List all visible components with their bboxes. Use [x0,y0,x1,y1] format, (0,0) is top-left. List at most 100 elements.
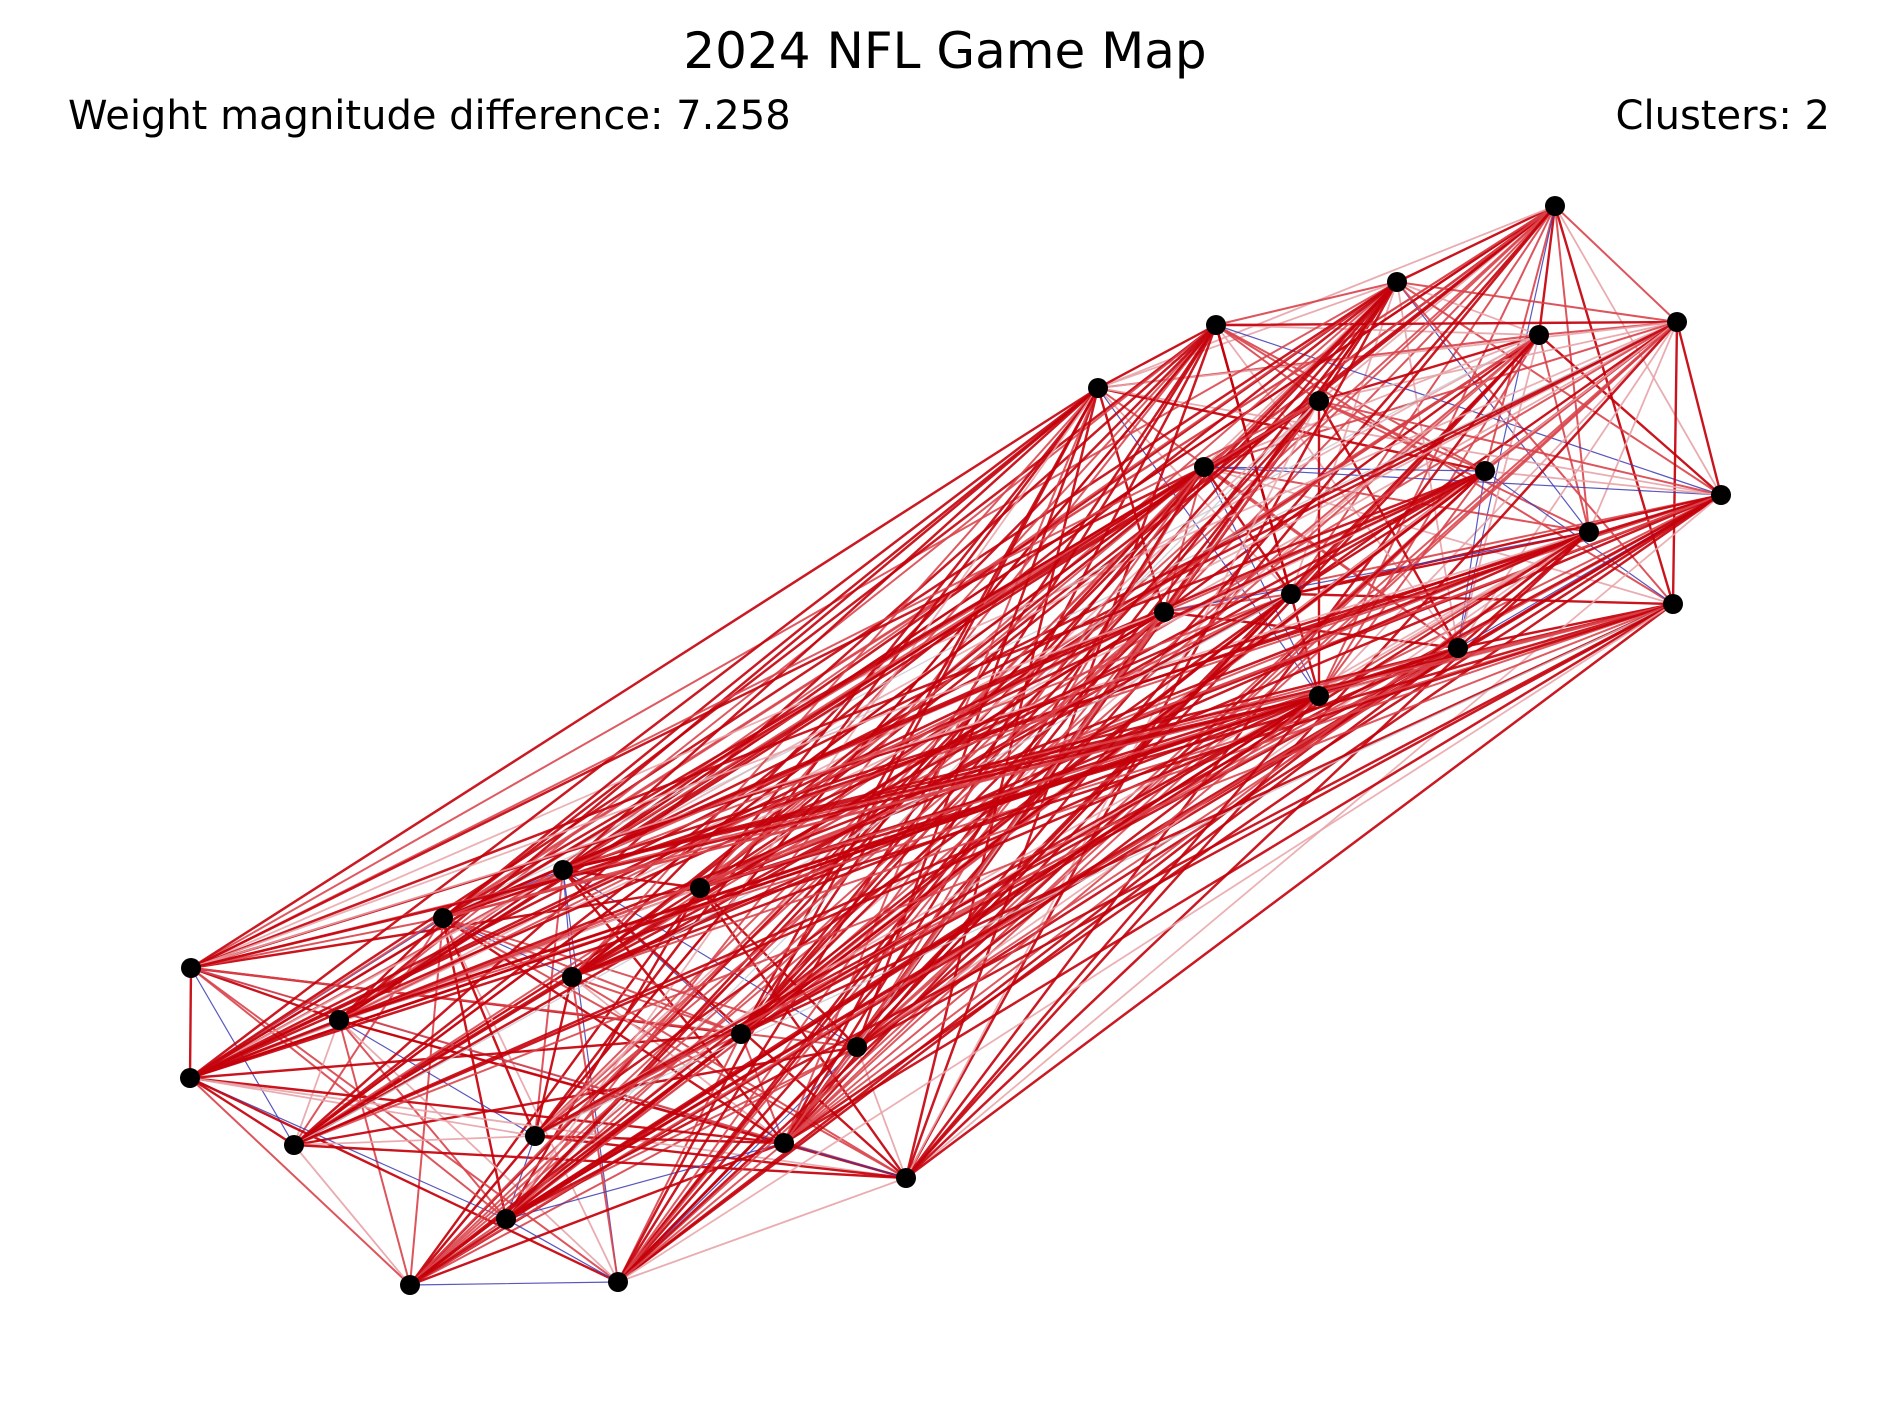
team-node-13 [1281,584,1301,604]
edge-strong-red [616,399,1321,1284]
weight-magnitude-label: Weight magnitude difference: 7.258 [68,93,791,139]
team-node-1 [1545,196,1565,216]
team-node-7 [1309,391,1329,411]
edge-light-red [293,1019,340,1146]
edge-medium-red [1554,205,1678,323]
edge-strong-red [855,602,1675,1049]
edge-blue [505,1218,619,1283]
team-node-5 [1667,312,1687,332]
edge-medium-red [571,387,1099,978]
edge-strong-red [188,1076,620,1284]
edge-strong-red [561,694,1321,872]
team-node-12 [1154,602,1174,622]
edge-strong-red [904,530,1591,1180]
edge-strong-red [698,886,908,1180]
edge-medium-red [442,695,1320,919]
edge-medium-red [1318,470,1486,697]
team-node-29 [896,1168,916,1188]
edge-light-red [617,1177,907,1283]
edge-medium-red [740,1033,785,1144]
team-node-27 [525,1126,545,1146]
team-node-32 [608,1272,628,1292]
edge-medium-red [571,976,907,1179]
edge-blue [505,1142,785,1220]
edge-light-red [1203,334,1540,468]
edge-medium-red [409,1046,858,1286]
edge-medium-red [856,470,1486,1048]
edge-strong-red [904,602,1675,1180]
edge-medium-red [783,531,1590,1144]
edge-strong-red [292,465,1206,1147]
edge-strong-red [904,386,1100,1180]
edge-light-red [1215,324,1540,336]
edge-light-red [505,334,1540,1220]
edge-medium-red [189,1077,411,1286]
edge-strong-red [739,602,1675,1036]
edge-strong-red [441,323,1218,920]
team-node-14 [1448,638,1468,658]
nodes-layer [180,196,1731,1295]
edge-strong-red [533,592,1293,1138]
edge-light-red [190,531,1590,969]
team-node-16 [1309,686,1329,706]
edge-light-red [293,1144,411,1286]
edge-medium-red [293,603,1674,1146]
edge-strong-red [189,386,1100,970]
edge-strong-red [782,602,1675,1145]
edge-medium-red [1484,205,1556,472]
edge-medium-red [571,603,1674,978]
edge-strong-red [855,386,1100,1049]
edge-medium-red [1554,205,1590,533]
edge-blue [409,1281,619,1286]
edge-strong-red [292,280,1399,1147]
edge-medium-red [505,611,1165,1220]
team-node-26 [284,1135,304,1155]
edge-strong-red [616,646,1460,1284]
edge-medium-red [783,470,1486,1144]
edge-medium-red [190,400,1320,969]
edge-blue [1097,387,1320,697]
edge-strong-red [533,694,1321,1138]
edge-strong-red [616,469,1487,1284]
edge-blue [783,1142,907,1179]
edge-light-red [617,603,1674,1283]
team-node-2 [1387,272,1407,292]
edge-strong-red [1289,320,1679,596]
edge-medium-red [1318,400,1590,533]
team-node-24 [847,1037,867,1057]
edge-medium-red [534,611,1165,1137]
edge-light-red [1457,321,1678,649]
edge-strong-red [855,493,1723,1049]
team-node-15 [1663,594,1683,614]
edge-strong-red [188,386,1100,1080]
edge-medium-red [293,334,1540,1146]
edge-strong-red [337,1018,908,1180]
team-node-22 [329,1010,349,1030]
team-node-8 [1194,457,1214,477]
edge-strong-red [292,694,1321,1147]
edge-strong-red [337,465,1206,1022]
edge-strong-red [533,975,574,1138]
team-node-23 [731,1024,751,1044]
edge-light-red [1484,470,1722,496]
clusters-label: Clusters: 2 [1615,93,1830,139]
edge-strong-red [504,602,1675,1221]
edge-medium-red [409,611,1165,1286]
edge-light-red [1097,387,1292,595]
team-node-25 [180,1068,200,1088]
edge-medium-red [338,603,1674,1021]
edge-strong-red [616,530,1591,1284]
edge-strong-red [408,694,1321,1287]
edge-light-red [1097,321,1678,389]
team-node-17 [553,860,573,880]
edge-medium-red [1215,281,1398,326]
team-node-19 [433,908,453,928]
edge-strong-red [1214,320,1679,327]
edge-medium-red [1163,205,1556,613]
edge-medium-red [1215,324,1320,402]
edge-strong-red [189,966,341,1022]
chart-title: 2024 NFL Game Map [683,22,1207,80]
edge-strong-red [1162,333,1541,614]
edge-strong-red [570,694,1321,979]
